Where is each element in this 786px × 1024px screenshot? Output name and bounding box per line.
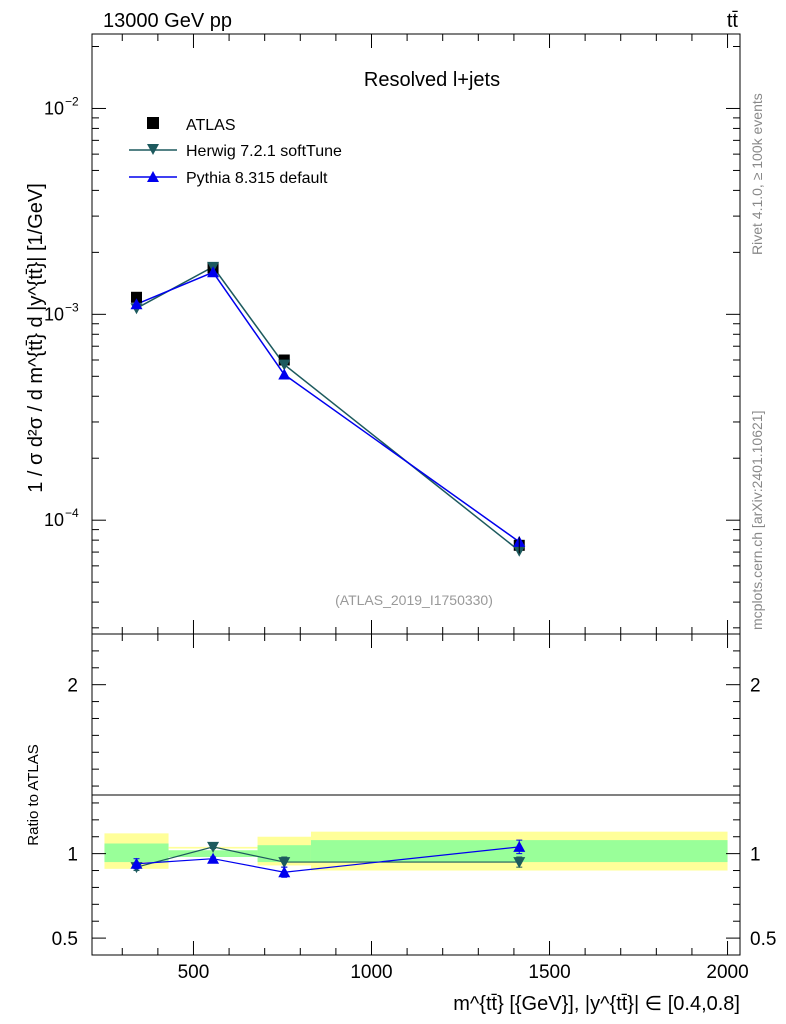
x-tick-label: 2000	[706, 962, 748, 983]
legend-atlas-marker	[147, 117, 159, 129]
main-y-axis-label-text: 1 / σ d²σ / d m^{tt̄} d |y^{tt̄}| [1/GeV…	[25, 183, 47, 493]
ratio-pythia-point	[130, 857, 143, 869]
energy-label: 13000 GeV pp	[103, 10, 232, 32]
main-data-marks	[130, 261, 526, 557]
main-pythia-point	[207, 266, 220, 278]
ratio-y-tick-label: 2	[67, 676, 78, 697]
main-pythia-point	[130, 298, 143, 310]
y-tick-label: 10	[44, 98, 64, 118]
ratio-herwig-point	[278, 857, 291, 869]
main-herwig-line	[136, 265, 520, 552]
legend: ATLAS Herwig 7.2.1 softTune Pythia 8.315…	[129, 117, 342, 187]
plot-title: Resolved l+jets	[364, 69, 500, 91]
legend-atlas-label: ATLAS	[186, 117, 236, 134]
main-atlas-point	[131, 291, 143, 303]
y-tick-label: 10	[44, 510, 64, 530]
ratio-y-axis-label: Ratio to ATLAS	[25, 744, 42, 845]
y-tick-label-exponent: −4	[65, 506, 79, 520]
ratio-y-tick-label-right: 1	[750, 845, 761, 866]
legend-pythia-label: Pythia 8.315 default	[186, 170, 328, 187]
ratio-y-tick-label: 0.5	[52, 929, 78, 950]
main-pythia-point	[278, 368, 291, 380]
ratio-y-tick-label: 1	[67, 845, 78, 866]
y-tick-label: 10	[44, 304, 64, 324]
mcplots-credit-label: mcplots.cern.ch [arXiv:2401.10621]	[749, 411, 765, 630]
ratio-pythia-point	[513, 840, 526, 852]
ratio-y-tick-label-right: 2	[750, 676, 761, 697]
ratio-pythia-point	[207, 852, 220, 864]
x-tick-label: 500	[178, 962, 210, 983]
main-plot: 10−410−310−2 Resolved l+jets (ATLAS_2019…	[44, 33, 741, 635]
main-y-axis-label: 1 / σ d²σ / d m^{tt̄} d |y^{tt̄}| [1/GeV…	[25, 183, 47, 493]
ratio-plot-frame	[91, 633, 741, 956]
ratio-stat-band	[257, 845, 311, 863]
main-pythia-line	[136, 271, 520, 543]
legend-pythia-marker	[147, 171, 159, 182]
y-tick-label-exponent: −2	[65, 94, 79, 108]
ratio-pythia-point	[278, 866, 291, 878]
rivet-version-label: Rivet 4.1.0, ≥ 100k events	[749, 93, 765, 255]
y-tick-label-exponent: −3	[65, 300, 79, 314]
ratio-data-marks	[130, 839, 526, 878]
x-tick-label: 1000	[350, 962, 392, 983]
x-tick-label: 1500	[528, 962, 570, 983]
legend-herwig-marker	[147, 144, 159, 155]
ratio-pythia-line	[136, 846, 520, 873]
process-label: tt̄	[727, 10, 739, 32]
x-axis-label: m^{tt̄} [{GeV}], |y^{tt̄}| ∈ [0.4,0.8]	[453, 993, 740, 1015]
ratio-stat-band	[104, 843, 169, 863]
main-herwig-point	[278, 359, 291, 371]
ratio-herwig-line	[136, 846, 520, 868]
main-axis-ticks: 10−410−310−2	[44, 34, 740, 634]
ratio-herwig-point	[513, 857, 526, 869]
legend-herwig-label: Herwig 7.2.1 softTune	[186, 143, 342, 160]
analysis-id-label: (ATLAS_2019_I1750330)	[335, 592, 493, 608]
ratio-herwig-point	[207, 841, 220, 853]
ratio-y-tick-label-right: 0.5	[750, 929, 776, 950]
